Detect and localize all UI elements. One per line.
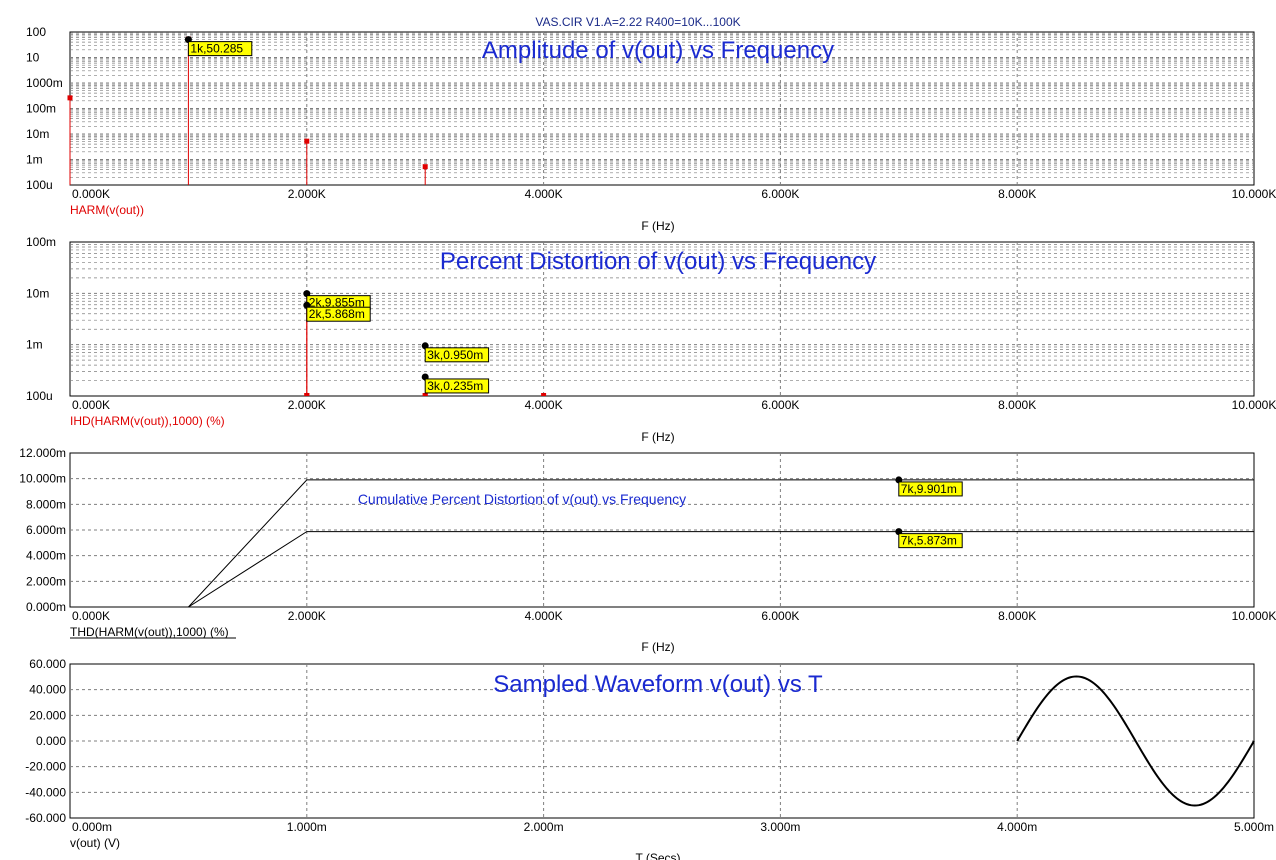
- harmonic-point: [422, 164, 428, 170]
- y-tick-label: 100u: [26, 389, 53, 403]
- x-tick-label: 1.000m: [287, 820, 327, 834]
- x-tick-label: 10.000K: [1232, 187, 1276, 201]
- annotation-box: [898, 481, 963, 497]
- annotation-label: 2k,9.855m: [309, 296, 365, 310]
- x-tick-label: 2.000K: [288, 187, 326, 201]
- x-axis-label: F (Hz): [641, 219, 674, 233]
- x-tick-label: 10.000K: [1232, 398, 1276, 412]
- x-axis-label: F (Hz): [641, 640, 674, 654]
- x-axis-label: T (Secs): [635, 851, 680, 860]
- y-tick-label: 40.000: [29, 683, 66, 697]
- y-tick-label: -20.000: [25, 760, 66, 774]
- annotation-box: [898, 533, 963, 549]
- harmonic-point: [67, 95, 73, 101]
- annotation-label: 7k,5.873m: [901, 534, 957, 548]
- y-tick-label: 10: [26, 51, 40, 65]
- harmonic-point: [304, 138, 310, 144]
- y-tick-label: 12.000m: [19, 446, 66, 460]
- y-tick-label: -40.000: [25, 785, 66, 799]
- annotation-box: [424, 378, 490, 394]
- chart-panel-4: 60.000 40.000 20.000 0.000 -20.000 -40.000 -60…: [25, 657, 1274, 860]
- x-tick-label: 4.000m: [997, 820, 1037, 834]
- cumulative-distortion-line: [70, 531, 1254, 608]
- chart-title: Amplitude of v(out) vs Frequency: [482, 37, 834, 64]
- distortion-point: [304, 393, 310, 396]
- y-tick-label: 2.000m: [26, 574, 66, 588]
- annotation-label: 3k,0.235m: [427, 379, 483, 393]
- y-axis-label: v(out) (V): [70, 836, 120, 850]
- y-tick-label: 10m: [26, 286, 49, 300]
- y-tick-label: 0.000: [36, 734, 66, 748]
- plot-frame: [69, 452, 1255, 608]
- y-tick-label: 6.000m: [26, 523, 66, 537]
- chart-panel-3: 12.000m 10.000m 8.000m 6.000m 4.000m 2.000m 0.…: [19, 446, 1276, 654]
- chart-panel-2: 100m 10m 1m 100u 0.000K 2.000K 4.000K 6.000K 8.0…: [26, 235, 1276, 444]
- x-tick-label: 6.000K: [761, 187, 799, 201]
- x-tick-label: 4.000K: [525, 609, 563, 623]
- annotation-label: 3k,0.950m: [427, 348, 483, 362]
- x-tick-label: 4.000K: [525, 187, 563, 201]
- annotation-box: [424, 347, 490, 363]
- x-tick-label: 5.000m: [1234, 820, 1274, 834]
- y-tick-label: 1000m: [26, 76, 63, 90]
- annotation-box: [187, 41, 253, 57]
- x-tick-label: 0.000K: [72, 187, 110, 201]
- annotation-box: [306, 306, 371, 322]
- y-tick-label: 10.000m: [19, 472, 66, 486]
- x-tick-label: 4.000K: [525, 398, 563, 412]
- x-tick-label: 2.000m: [524, 820, 564, 834]
- y-tick-label: 8.000m: [26, 497, 66, 511]
- y-tick-label: 100m: [26, 102, 56, 116]
- x-tick-label: 6.000K: [761, 398, 799, 412]
- annotation-label: 7k,9.901m: [901, 482, 957, 496]
- x-tick-label: 8.000K: [998, 398, 1036, 412]
- y-tick-label: 20.000: [29, 708, 66, 722]
- y-tick-label: 0.000m: [26, 600, 66, 614]
- x-axis-label: F (Hz): [641, 430, 674, 444]
- x-tick-label: 3.000m: [760, 820, 800, 834]
- annotation-label: 1k,50.285: [190, 42, 243, 56]
- plot-frame: [69, 241, 1255, 397]
- y-tick-label: 10m: [26, 127, 49, 141]
- chart-title: Sampled Waveform v(out) vs T: [493, 671, 823, 698]
- chart-title: Cumulative Percent Distortion of v(out) …: [358, 491, 686, 507]
- x-tick-label: 0.000K: [72, 609, 110, 623]
- chart-panel-1: 100 10 1000m 100m 10m 1m 100u 0.000K 2.000K 4.000…: [26, 25, 1276, 233]
- x-tick-label: 0.000K: [72, 398, 110, 412]
- y-axis-label: IHD(HARM(v(out)),1000) (%): [70, 414, 225, 428]
- y-tick-label: 60.000: [29, 657, 66, 671]
- x-tick-label: 10.000K: [1232, 609, 1276, 623]
- annotation-label: 2k,5.868m: [309, 307, 365, 321]
- x-tick-label: 0.000m: [72, 820, 112, 834]
- y-axis-label: THD(HARM(v(out)),1000) (%): [70, 625, 229, 639]
- y-tick-label: -60.000: [25, 811, 66, 825]
- distortion-point: [422, 393, 428, 396]
- y-tick-label: 4.000m: [26, 549, 66, 563]
- y-tick-label: 100u: [26, 178, 53, 192]
- y-tick-label: 1m: [26, 338, 43, 352]
- distortion-point: [541, 393, 547, 396]
- page-title: VAS.CIR V1.A=2.22 R400=10K...100K: [535, 15, 741, 29]
- x-tick-label: 2.000K: [288, 398, 326, 412]
- y-tick-label: 100m: [26, 235, 56, 249]
- x-tick-label: 8.000K: [998, 187, 1036, 201]
- x-tick-label: 8.000K: [998, 609, 1036, 623]
- x-tick-label: 2.000K: [288, 609, 326, 623]
- waveform-line: [1016, 675, 1255, 807]
- y-tick-label: 1m: [26, 153, 43, 167]
- chart-title: Percent Distortion of v(out) vs Frequenc…: [440, 248, 876, 275]
- y-tick-label: 100: [26, 25, 46, 39]
- y-axis-label: HARM(v(out)): [70, 203, 144, 217]
- x-tick-label: 6.000K: [761, 609, 799, 623]
